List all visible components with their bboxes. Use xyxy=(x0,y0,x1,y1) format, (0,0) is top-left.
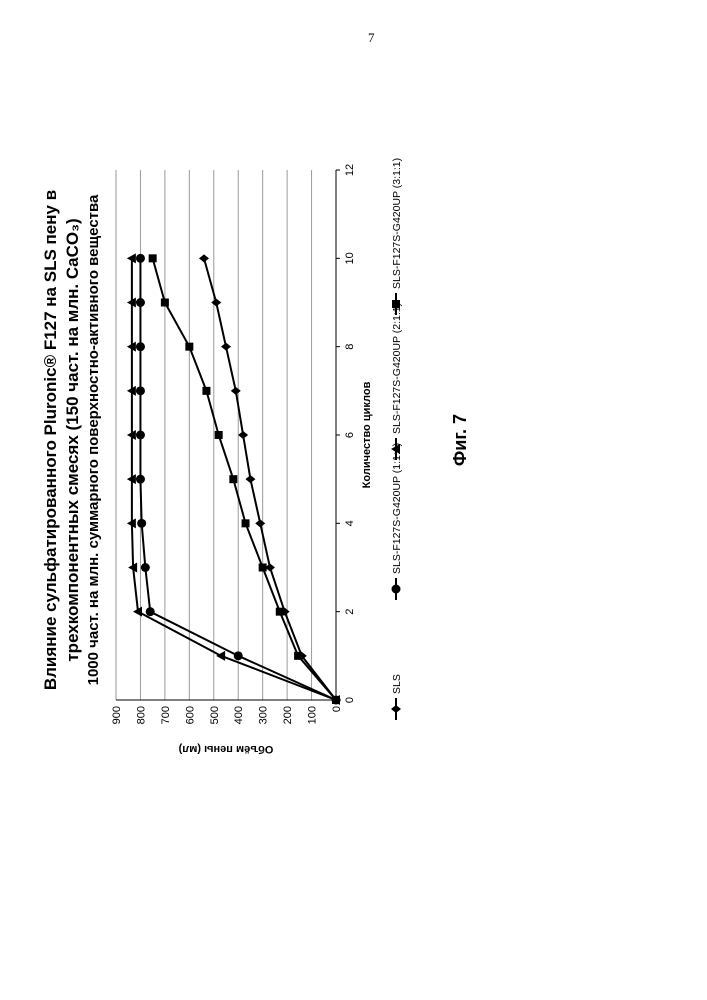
page-number: 7 xyxy=(368,30,375,46)
data-point xyxy=(149,254,157,262)
data-point xyxy=(259,564,267,572)
data-point xyxy=(294,652,302,660)
data-point xyxy=(231,387,241,395)
data-point xyxy=(211,299,221,307)
y-tick-label: 600 xyxy=(184,706,196,724)
legend-label: SLS-F127S-G420UP (2:1:1) xyxy=(391,303,403,434)
y-tick-label: 0 xyxy=(331,706,343,712)
data-point xyxy=(136,475,145,484)
x-axis-label: Количество циклов xyxy=(361,381,373,488)
x-tick-label: 0 xyxy=(344,697,356,703)
data-point xyxy=(185,343,193,351)
x-tick-label: 8 xyxy=(344,344,356,350)
x-tick-label: 4 xyxy=(344,520,356,526)
data-point xyxy=(255,519,265,527)
data-point xyxy=(136,386,145,395)
y-tick-label: 200 xyxy=(282,706,294,724)
data-point xyxy=(161,299,169,307)
data-point xyxy=(136,254,145,263)
legend-label: SLS xyxy=(391,674,403,694)
legend-marker xyxy=(391,705,401,713)
data-point xyxy=(238,431,248,439)
y-tick-label: 500 xyxy=(209,706,221,724)
data-point xyxy=(229,475,237,483)
y-tick-label: 300 xyxy=(258,706,270,724)
data-point xyxy=(199,254,209,262)
x-tick-label: 2 xyxy=(344,609,356,615)
figure-label: Фиг. 7 xyxy=(450,120,471,760)
data-point xyxy=(136,431,145,440)
legend-marker xyxy=(392,585,401,594)
data-point xyxy=(215,431,223,439)
data-point xyxy=(141,563,150,572)
foam-volume-chart: 0 100 200 300 400 500 600 700 800 900 0 2 4 6 8 10 12 Объ… xyxy=(106,120,446,760)
data-point xyxy=(234,651,243,660)
x-tick-label: 12 xyxy=(344,164,356,176)
rotated-figure: Влияние сульфатированного Pluronic® F127… xyxy=(40,120,480,760)
data-point xyxy=(136,298,145,307)
data-point xyxy=(146,607,155,616)
title-line-2: трехкомпонентных смесях (150 част. на мл… xyxy=(62,120,84,760)
data-point xyxy=(136,342,145,351)
title-line-1: Влияние сульфатированного Pluronic® F127… xyxy=(40,120,62,760)
legend-label: SLS-F127S-G420UP (3:1:1) xyxy=(391,158,403,289)
y-tick-label: 700 xyxy=(160,706,172,724)
data-point xyxy=(221,343,231,351)
legend-label: SLS-F127S-G420UP (1:1:1) xyxy=(391,443,403,574)
data-point xyxy=(332,696,340,704)
y-tick-label: 100 xyxy=(307,706,319,724)
series-line-1 xyxy=(204,258,336,700)
chart-title: Влияние сульфатированного Pluronic® F127… xyxy=(40,120,104,760)
legend-marker xyxy=(392,300,400,308)
y-tick-label: 800 xyxy=(135,706,147,724)
data-point xyxy=(202,387,210,395)
data-point xyxy=(216,651,225,661)
y-tick-label: 900 xyxy=(111,706,123,724)
y-tick-label: 400 xyxy=(233,706,245,724)
x-tick-label: 10 xyxy=(344,252,356,264)
data-point xyxy=(242,519,250,527)
data-point xyxy=(137,519,146,528)
title-line-3: 1000 част. на млн. суммарного поверхност… xyxy=(84,120,104,760)
x-tick-label: 6 xyxy=(344,432,356,438)
data-point xyxy=(245,475,255,483)
y-axis-label: Объём пены (мл) xyxy=(178,743,273,755)
data-point xyxy=(276,608,284,616)
